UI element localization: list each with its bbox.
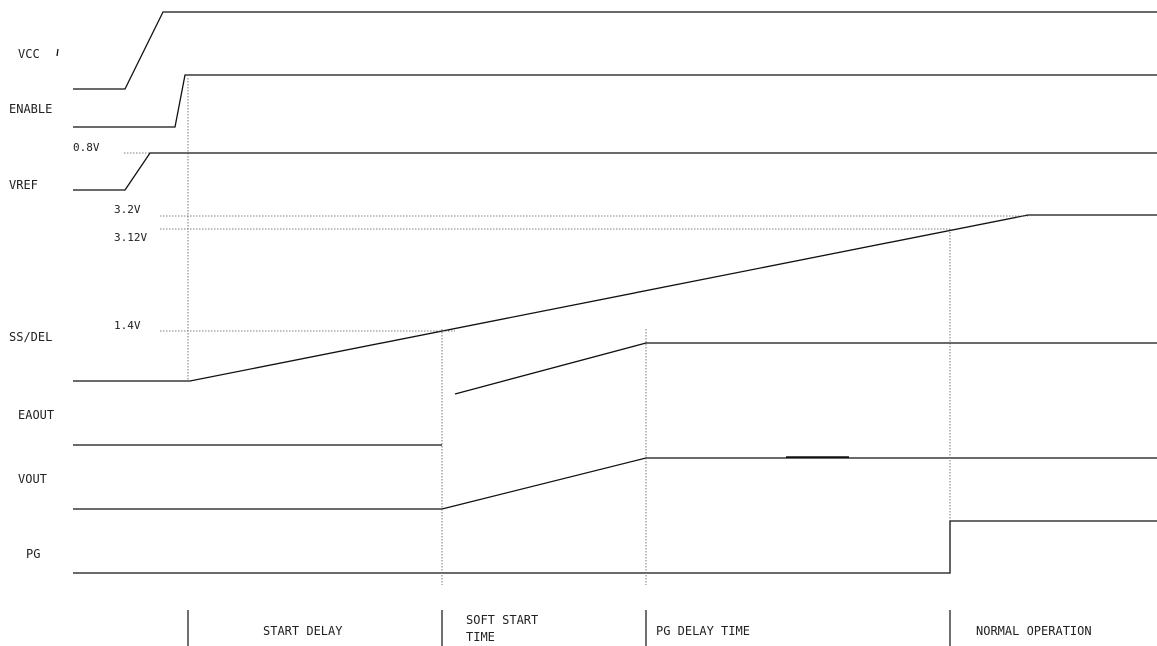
eaout-ramp-waveform	[454, 342, 1157, 395]
ss-del-waveform	[73, 214, 1157, 382]
phase-start-delay: START DELAY	[263, 624, 343, 638]
level-3-2v: 3.2V	[114, 203, 141, 216]
vcc-waveform	[73, 11, 1157, 90]
level-0-8v: 0.8V	[73, 141, 100, 154]
level-1-4v: 1.4V	[114, 319, 141, 332]
phase-normal-operation: NORMAL OPERATION	[976, 624, 1092, 638]
label-vout: VOUT	[18, 472, 47, 486]
label-vcc: VCC	[18, 47, 40, 61]
phase-soft-start-line1: SOFT START	[466, 613, 538, 627]
enable-waveform	[73, 74, 1157, 128]
phase-pg-delay: PG DELAY TIME	[656, 624, 750, 638]
label-pg: PG	[26, 547, 40, 561]
level-3-12v: 3.12V	[114, 231, 147, 244]
phase-soft-start-line2: TIME	[466, 630, 495, 644]
pg-waveform	[73, 520, 1157, 574]
vout-waveform	[73, 457, 1157, 510]
label-eaout: EAOUT	[18, 408, 54, 422]
vcc-mark	[56, 48, 59, 57]
label-vref: VREF	[9, 178, 38, 192]
label-enable: ENABLE	[9, 102, 52, 116]
vref-waveform	[73, 152, 1157, 191]
label-ss-del: SS/DEL	[9, 330, 52, 344]
